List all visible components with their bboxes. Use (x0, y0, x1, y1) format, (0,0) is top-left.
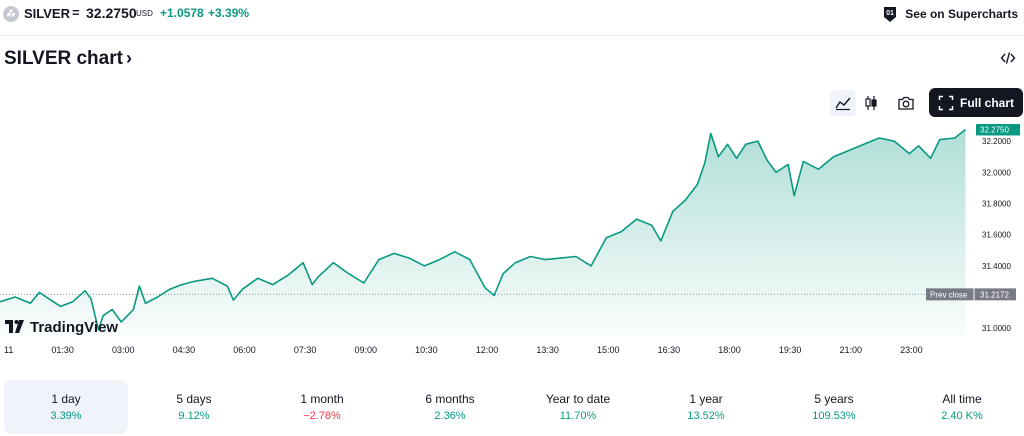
period-tab-3[interactable]: 6 months 2.36% (388, 380, 512, 434)
period-performance: 1 day 3.39% 5 days 9.12% 1 month −2.78% 6 mont… (0, 380, 1024, 434)
currency-label: USD (136, 9, 153, 18)
chart-title-link[interactable]: SILVER chart › (4, 48, 132, 70)
x-tick-label: 15:00 (597, 345, 620, 355)
x-tick-label: 04:30 (173, 345, 196, 355)
period-tab-6[interactable]: 5 years 109.53% (772, 380, 896, 434)
price-line (0, 128, 966, 331)
last-price-tag: 32.2750 (976, 124, 1020, 136)
x-tick-label: 16:30 (658, 345, 681, 355)
chevron-right-icon: › (125, 48, 132, 68)
see-on-supercharts-link[interactable]: 01 See on Supercharts (881, 4, 1018, 24)
last-price-tag-bg (976, 124, 1020, 136)
symbol-name[interactable]: SILVER (24, 6, 70, 21)
symbol-separator: = (72, 5, 80, 20)
candles-icon (865, 96, 877, 110)
period-change: 109.53% (812, 410, 856, 422)
price-axis: 31.000031.200031.400031.600031.800032.00… (982, 137, 1011, 333)
x-tick-label: 09:00 (354, 345, 377, 355)
x-tick-label: 12:00 (476, 345, 499, 355)
prev-close-tag: Prev close 31.2172 (926, 288, 1016, 301)
period-label: 6 months (425, 392, 475, 406)
prev-close-value: 31.2172 (980, 290, 1009, 299)
candles-style-button[interactable] (858, 90, 884, 116)
y-tick-label: 32.0000 (982, 168, 1011, 177)
x-tick-label: 23:00 (900, 345, 923, 355)
time-axis: 11 01:30 03:00 04:30 06:00 07:30 09:00 10:30 12:… (4, 345, 923, 355)
snapshot-button[interactable] (893, 90, 919, 116)
period-change: 2.40 K% (941, 410, 983, 422)
area-style-button[interactable] (830, 90, 856, 116)
period-label: 5 years (814, 392, 854, 406)
period-label: 1 month (300, 392, 344, 406)
full-chart-button[interactable]: Full chart (929, 88, 1023, 117)
y-tick-label: 31.4000 (982, 262, 1011, 271)
price-area (0, 129, 966, 336)
x-tick-label: 06:00 (233, 345, 256, 355)
period-label: All time (942, 392, 982, 406)
symbol-header: SILVER = 32.2750 USD +1.0578 +3.39% 01 S… (0, 0, 1024, 28)
prev-close-title: Prev close (930, 290, 968, 299)
x-tick-label: 13:30 (536, 345, 559, 355)
y-tick-label: 31.6000 (982, 231, 1011, 240)
watermark-text: TradingView (30, 319, 118, 336)
period-change: 3.39% (50, 410, 82, 422)
svg-text:01: 01 (886, 10, 894, 17)
period-tab-5[interactable]: 1 year 13.52% (644, 380, 768, 434)
price-chart[interactable]: 31.000031.200031.400031.600031.800032.00… (0, 124, 1024, 360)
tradingview-logo-slash (15, 320, 24, 333)
full-chart-label: Full chart (959, 95, 1014, 110)
period-tab-1[interactable]: 5 days 9.12% (132, 380, 256, 434)
price-change: +1.0578 (160, 6, 204, 20)
period-change: 9.12% (178, 410, 210, 422)
tradingview-logo-icon (5, 320, 13, 333)
supercharts-badge-icon: 01 (884, 7, 897, 22)
period-tab-2[interactable]: 1 month −2.78% (260, 380, 384, 434)
x-tick-label: 18:00 (718, 345, 741, 355)
last-price-tag-value: 32.2750 (980, 125, 1009, 134)
period-change: 11.70% (559, 410, 597, 422)
supercharts-label: See on Supercharts (905, 7, 1018, 21)
period-tab-7[interactable]: All time 2.40 K% (900, 380, 1024, 434)
period-tab-0[interactable]: 1 day 3.39% (4, 380, 128, 434)
x-tick-label: 10:30 (415, 345, 438, 355)
header-divider (0, 35, 1024, 36)
fullscreen-icon (938, 95, 954, 110)
chart-style-toggle (830, 90, 886, 116)
period-change: 13.52% (687, 410, 725, 422)
silver-bars-icon (3, 6, 19, 22)
y-tick-label: 31.8000 (982, 200, 1011, 209)
period-label: 1 day (51, 392, 81, 406)
last-price: 32.2750 (86, 5, 137, 21)
x-tick-label: 03:00 (112, 345, 135, 355)
tradingview-logo-dot (14, 320, 19, 324)
x-tick-label: 21:00 (839, 345, 862, 355)
period-change: 2.36% (434, 410, 466, 422)
y-tick-label: 31.0000 (982, 324, 1011, 333)
period-label: 5 days (176, 392, 212, 406)
x-tick-label: 07:30 (294, 345, 317, 355)
period-label: Year to date (545, 392, 611, 406)
area-chart-icon (835, 97, 851, 111)
period-label: 1 year (689, 392, 723, 406)
x-tick-label: 01:30 (51, 345, 74, 355)
price-change-percent: +3.39% (208, 6, 250, 20)
x-tick-label: 19:30 (779, 345, 802, 355)
prev-close-tag-bg (926, 288, 1016, 301)
period-change: −2.78% (303, 410, 341, 422)
x-tick-label: 11 (4, 345, 13, 355)
embed-code-icon[interactable] (1000, 50, 1016, 66)
period-tab-4[interactable]: Year to date 11.70% (516, 380, 640, 434)
camera-icon (898, 96, 914, 110)
y-tick-label: 32.2000 (982, 137, 1011, 146)
chart-title: SILVER chart (4, 48, 123, 69)
tradingview-watermark: TradingView (5, 319, 118, 336)
